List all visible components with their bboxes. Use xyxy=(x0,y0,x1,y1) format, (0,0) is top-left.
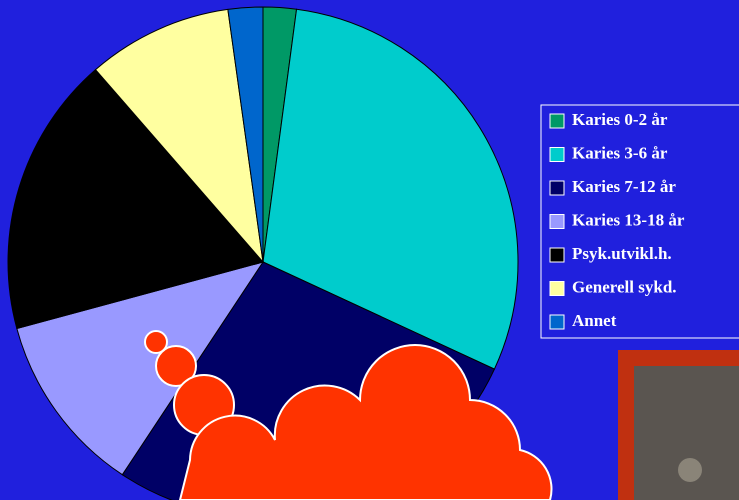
legend-swatch xyxy=(549,281,565,296)
legend-label: Karies 3-6 år xyxy=(572,143,668,162)
pie-slice xyxy=(7,68,264,330)
legend-swatch xyxy=(549,314,565,330)
legend: Karies 0-2 år Karies 3-6 år Karies 7-12 år… xyxy=(549,110,685,330)
legend-swatch xyxy=(549,247,565,263)
legend-box xyxy=(540,104,739,339)
legend-swatch xyxy=(549,113,565,129)
legend-label: Psyk.utvikl.h. xyxy=(572,244,672,263)
legend-label: Karies 13-18 år xyxy=(572,210,685,229)
legend-label: Karies 0-2 år xyxy=(572,110,668,129)
pie-slice xyxy=(94,8,264,264)
legend-swatch xyxy=(549,180,565,196)
legend-label: Generell sykd. xyxy=(572,277,677,296)
pie-slice xyxy=(16,261,265,476)
pie-slice xyxy=(262,8,519,370)
legend-label: Karies 7-12 år xyxy=(572,177,676,196)
pie-slice xyxy=(227,6,264,263)
legend-swatch xyxy=(549,214,565,229)
thought-cloud xyxy=(144,330,553,500)
photo xyxy=(618,350,739,500)
legend-label: Annet xyxy=(572,311,617,330)
legend-swatch xyxy=(549,147,565,162)
